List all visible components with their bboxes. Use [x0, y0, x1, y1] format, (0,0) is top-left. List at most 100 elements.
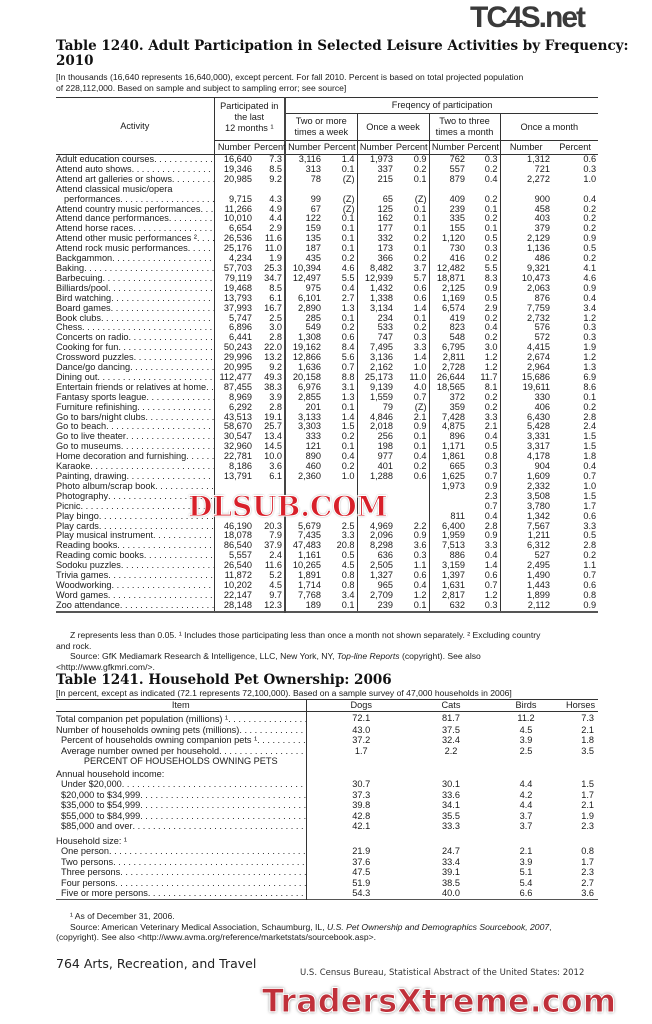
table-row: $35,000 to $54,999 39.8 34.1 4.4 2.1: [56, 800, 598, 811]
value-cell: 33.4: [442, 856, 460, 867]
activity-label: Attend art galleries or shows: [56, 175, 214, 185]
value-cell: 4.2: [519, 789, 533, 800]
number-cell: 135: [284, 234, 324, 245]
number-cell: 7,428: [428, 412, 468, 423]
percent-cell: 0.2: [484, 333, 498, 343]
number-cell: 6,292: [213, 402, 254, 413]
table-row: Dance/go dancing20,995 9.21,636 0.72,162 1.…: [56, 363, 598, 373]
percent-cell: 0.2: [484, 313, 498, 323]
percent-cell: 38.3: [264, 382, 283, 392]
table-row: Crossword puzzles29,996 13.212,866 5.63,13…: [56, 353, 598, 364]
percent-cell: 0.1: [413, 214, 427, 224]
table-row: Household size: ¹: [56, 831, 598, 846]
number-cell: 30,547: [213, 432, 254, 443]
number-cell: 1,631: [428, 580, 468, 591]
number-cell: 19,611: [499, 382, 553, 393]
col-header-number: Number: [213, 140, 254, 155]
percent-cell: 5.5: [484, 263, 498, 273]
number-cell: 1,136: [499, 244, 553, 255]
number-cell: 460: [284, 462, 324, 472]
number-cell: 3,116: [284, 154, 324, 165]
number-cell: 632: [428, 600, 468, 612]
table-row: $55,000 to $84,999 42.8 35.5 3.7 1.9: [56, 810, 598, 821]
number-cell: 1,432: [356, 283, 396, 294]
number-cell: 121: [284, 442, 324, 453]
table-row: Board games37,993 16.72,890 1.33,134 1.46,5…: [56, 303, 598, 314]
table-row: Under $20,000 30.7 30.1 4.4 1.5: [56, 779, 598, 790]
table-row: Home decoration and furnishing22,781 10.0…: [56, 452, 598, 463]
activity-label: Cooking for fun: [56, 343, 214, 353]
percent-cell: 22.0: [264, 343, 283, 353]
number-cell: 6,400: [428, 521, 468, 532]
percent-cell: 1.1: [413, 561, 427, 571]
percent-cell: 5.6: [341, 353, 355, 363]
table-row: Two persons 37.6 33.4 3.9 1.7: [56, 856, 598, 867]
percent-cell: 3.3: [413, 343, 427, 353]
percent-cell: 0.9: [484, 481, 498, 491]
percent-cell: 3.6: [269, 462, 283, 472]
source-text: (copyright). See also <http://www.avma.o…: [56, 932, 377, 942]
number-cell: 1,342: [499, 511, 553, 522]
percent-cell: 6.1: [269, 472, 283, 481]
number-cell: 527: [499, 551, 553, 562]
number-cell: 3,136: [356, 353, 396, 364]
table-row: Play cards46,190 20.35,679 2.54,969 2.26,40…: [56, 521, 598, 532]
percent-cell: 0.4: [484, 432, 498, 442]
number-cell: 6,441: [213, 333, 254, 344]
value-cell: [306, 756, 416, 769]
number-cell: 4,969: [356, 521, 396, 532]
value-cell: 40.0: [442, 888, 460, 898]
percent-cell: 0.6: [484, 571, 498, 581]
source-text: ,: [549, 921, 552, 932]
number-cell: 173: [356, 244, 396, 255]
number-cell: 4,178: [499, 452, 553, 463]
number-cell: 549: [284, 323, 324, 334]
number-cell: 1,899: [499, 590, 553, 601]
percent-cell: 25.7: [264, 422, 283, 432]
number-cell: [499, 184, 553, 195]
number-cell: 1,169: [428, 293, 468, 304]
number-cell: 11,872: [213, 571, 254, 581]
percent-cell: [323, 512, 357, 522]
percent-cell: 0.1: [413, 244, 427, 254]
value-cell: 11.2: [517, 713, 535, 723]
number-cell: 335: [428, 214, 468, 225]
percent-cell: 1.4: [484, 561, 498, 571]
percent-cell: 3.3: [583, 521, 597, 531]
group-label: Household size: ¹: [56, 831, 307, 846]
percent-cell: 4.3: [269, 194, 283, 204]
percent-cell: 11.0: [409, 372, 427, 382]
number-cell: 8,969: [213, 392, 254, 403]
number-cell: 8,298: [356, 541, 396, 552]
percent-cell: 0.2: [583, 214, 597, 224]
percent-cell: 1.2: [484, 353, 498, 363]
percent-cell: 0.7: [583, 571, 597, 581]
number-cell: 26,536: [213, 234, 254, 245]
percent-cell: 2.8: [269, 402, 283, 412]
number-cell: 187: [284, 244, 324, 255]
col-header-frequency: Freqency of participation: [284, 97, 599, 114]
activity-label: Concerts on radio: [56, 333, 214, 343]
number-cell: [356, 491, 396, 502]
number-cell: 533: [356, 323, 396, 334]
table2-pet-ownership: Item Dogs Cats Birds Horses Total companion …: [56, 699, 598, 900]
number-cell: 6,574: [428, 303, 468, 314]
percent-cell: 14.5: [264, 442, 283, 452]
item-label: Number of households owning pets (millio…: [56, 724, 307, 735]
number-cell: 22,147: [213, 590, 254, 601]
percent-cell: 0.6: [413, 283, 427, 293]
number-cell: 58,670: [213, 422, 254, 433]
percent-cell: 3.3: [484, 412, 498, 422]
number-cell: 823: [428, 323, 468, 334]
number-cell: 2,272: [499, 174, 553, 185]
number-cell: 285: [284, 313, 324, 324]
activity-label: Zoo attendance: [56, 601, 214, 612]
number-cell: 333: [284, 432, 324, 443]
number-cell: 4,846: [356, 412, 396, 423]
percent-cell: 0.4: [341, 283, 355, 293]
number-cell: 2,129: [499, 234, 553, 245]
table-row: Annual household income:: [56, 768, 598, 779]
col-header-participated: Participated in the last 12 months ¹: [213, 97, 286, 141]
percent-cell: 2.3: [484, 491, 498, 501]
percent-cell: 0.4: [583, 462, 597, 472]
